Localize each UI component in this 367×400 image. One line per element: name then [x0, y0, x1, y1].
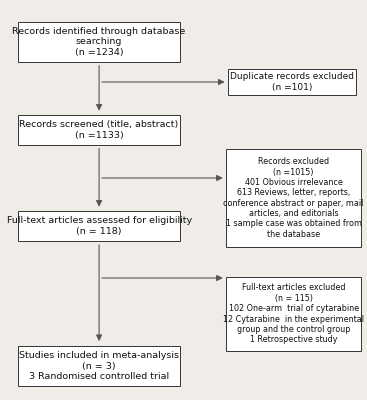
FancyBboxPatch shape: [226, 149, 361, 247]
FancyBboxPatch shape: [228, 69, 356, 95]
Text: Records identified through database
searching
(n =1234): Records identified through database sear…: [12, 27, 186, 57]
FancyBboxPatch shape: [18, 22, 180, 62]
Text: Full-text articles assessed for eligibility
(n = 118): Full-text articles assessed for eligibil…: [7, 216, 192, 236]
Text: Studies included in meta-analysis
(n = 3)
3 Randomised controlled trial: Studies included in meta-analysis (n = 3…: [19, 351, 179, 381]
FancyBboxPatch shape: [226, 277, 361, 351]
FancyBboxPatch shape: [18, 346, 180, 386]
Text: Records excluded
(n =1015)
401 Obvious irrelevance
613 Reviews, letter, reports,: Records excluded (n =1015) 401 Obvious i…: [224, 157, 364, 239]
FancyBboxPatch shape: [18, 211, 180, 241]
FancyBboxPatch shape: [18, 115, 180, 145]
Text: Full-text articles excluded
(n = 115)
102 One-arm  trial of cytarabine
12 Cytara: Full-text articles excluded (n = 115) 10…: [223, 284, 364, 344]
Text: Records screened (title, abstract)
(n =1133): Records screened (title, abstract) (n =1…: [19, 120, 179, 140]
Text: Duplicate records excluded
(n =101): Duplicate records excluded (n =101): [230, 72, 354, 92]
